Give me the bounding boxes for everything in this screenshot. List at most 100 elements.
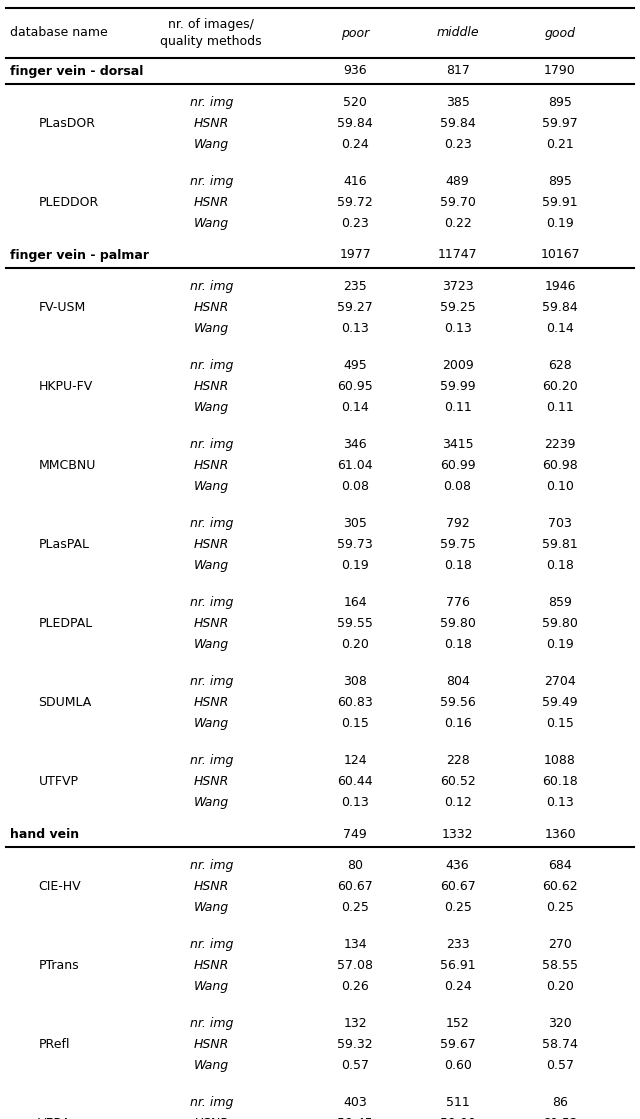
Text: 0.26: 0.26 [341, 980, 369, 993]
Text: 3415: 3415 [442, 438, 474, 451]
Text: 60.52: 60.52 [542, 1117, 578, 1119]
Text: 57.08: 57.08 [337, 959, 373, 972]
Text: 235: 235 [343, 280, 367, 293]
Text: 61.04: 61.04 [337, 459, 373, 472]
Text: 58.55: 58.55 [542, 959, 578, 972]
Text: 0.15: 0.15 [341, 717, 369, 730]
Text: 0.12: 0.12 [444, 796, 472, 809]
Text: 0.25: 0.25 [341, 901, 369, 914]
Text: good: good [545, 27, 575, 39]
Text: 86: 86 [552, 1096, 568, 1109]
Text: HSNR: HSNR [193, 959, 229, 972]
Text: 233: 233 [446, 938, 469, 951]
Text: 308: 308 [343, 675, 367, 688]
Text: HSNR: HSNR [193, 775, 229, 788]
Text: HSNR: HSNR [193, 301, 229, 314]
Text: 0.23: 0.23 [341, 217, 369, 231]
Text: nr. img: nr. img [189, 1096, 233, 1109]
Text: 80: 80 [348, 859, 364, 872]
Text: nr. img: nr. img [189, 1017, 233, 1029]
Text: 895: 895 [548, 175, 572, 188]
Text: 59.70: 59.70 [440, 196, 476, 209]
Text: poor: poor [341, 27, 369, 39]
Text: 804: 804 [445, 675, 470, 688]
Text: SDUMLA: SDUMLA [38, 696, 92, 709]
Text: HSNR: HSNR [193, 880, 229, 893]
Text: nr. img: nr. img [189, 675, 233, 688]
Text: 792: 792 [445, 517, 470, 530]
Text: 0.11: 0.11 [444, 401, 472, 414]
Text: Wang: Wang [194, 138, 228, 151]
Text: 60.99: 60.99 [440, 459, 476, 472]
Text: Wang: Wang [194, 980, 228, 993]
Text: 0.25: 0.25 [546, 901, 574, 914]
Text: 511: 511 [445, 1096, 470, 1109]
Text: 59.00: 59.00 [440, 1117, 476, 1119]
Text: 60.67: 60.67 [440, 880, 476, 893]
Text: 132: 132 [344, 1017, 367, 1029]
Text: 684: 684 [548, 859, 572, 872]
Text: hand vein: hand vein [10, 827, 79, 840]
Text: 1088: 1088 [544, 754, 576, 767]
Text: 59.80: 59.80 [542, 617, 578, 630]
Text: 520: 520 [343, 96, 367, 109]
Text: nr. img: nr. img [189, 359, 233, 372]
Text: HSNR: HSNR [193, 1038, 229, 1051]
Text: 403: 403 [343, 1096, 367, 1109]
Text: 59.75: 59.75 [440, 538, 476, 551]
Text: finger vein - dorsal: finger vein - dorsal [10, 65, 143, 77]
Text: 59.55: 59.55 [337, 617, 373, 630]
Text: 0.57: 0.57 [341, 1059, 369, 1072]
Text: 59.84: 59.84 [542, 301, 578, 314]
Text: 270: 270 [548, 938, 572, 951]
Text: 0.25: 0.25 [444, 901, 472, 914]
Text: HSNR: HSNR [193, 380, 229, 393]
Text: 2009: 2009 [442, 359, 474, 372]
Text: 776: 776 [445, 596, 470, 609]
Text: database name: database name [10, 27, 108, 39]
Text: 817: 817 [445, 65, 470, 77]
Text: 60.18: 60.18 [542, 775, 578, 788]
Text: 59.84: 59.84 [440, 117, 476, 130]
Text: 59.32: 59.32 [337, 1038, 373, 1051]
Text: HSNR: HSNR [193, 196, 229, 209]
Text: PLasDOR: PLasDOR [38, 117, 95, 130]
Text: 385: 385 [445, 96, 470, 109]
Text: nr. img: nr. img [189, 938, 233, 951]
Text: 0.57: 0.57 [546, 1059, 574, 1072]
Text: 0.18: 0.18 [546, 560, 574, 572]
Text: VERA: VERA [38, 1117, 72, 1119]
Text: 59.27: 59.27 [337, 301, 373, 314]
Text: nr. img: nr. img [189, 438, 233, 451]
Text: 0.22: 0.22 [444, 217, 472, 231]
Text: Wang: Wang [194, 796, 228, 809]
Text: nr. img: nr. img [189, 754, 233, 767]
Text: 60.83: 60.83 [337, 696, 373, 709]
Text: 0.19: 0.19 [546, 638, 574, 651]
Text: 2704: 2704 [544, 675, 576, 688]
Text: 0.13: 0.13 [341, 796, 369, 809]
Text: 0.08: 0.08 [444, 480, 472, 493]
Text: 0.14: 0.14 [546, 322, 574, 335]
Text: 0.24: 0.24 [341, 138, 369, 151]
Text: 703: 703 [548, 517, 572, 530]
Text: Wang: Wang [194, 480, 228, 493]
Text: 134: 134 [344, 938, 367, 951]
Text: Wang: Wang [194, 217, 228, 231]
Text: 59.56: 59.56 [440, 696, 476, 709]
Text: 0.19: 0.19 [546, 217, 574, 231]
Text: 0.13: 0.13 [341, 322, 369, 335]
Text: 60.98: 60.98 [542, 459, 578, 472]
Text: 56.91: 56.91 [440, 959, 476, 972]
Text: 3723: 3723 [442, 280, 474, 293]
Text: PLasPAL: PLasPAL [38, 538, 90, 551]
Text: HSNR: HSNR [193, 117, 229, 130]
Text: PLEDPAL: PLEDPAL [38, 617, 93, 630]
Text: Wang: Wang [194, 401, 228, 414]
Text: Wang: Wang [194, 322, 228, 335]
Text: 1946: 1946 [544, 280, 576, 293]
Text: 124: 124 [344, 754, 367, 767]
Text: 10167: 10167 [540, 248, 580, 262]
Text: 0.08: 0.08 [341, 480, 369, 493]
Text: 59.99: 59.99 [440, 380, 476, 393]
